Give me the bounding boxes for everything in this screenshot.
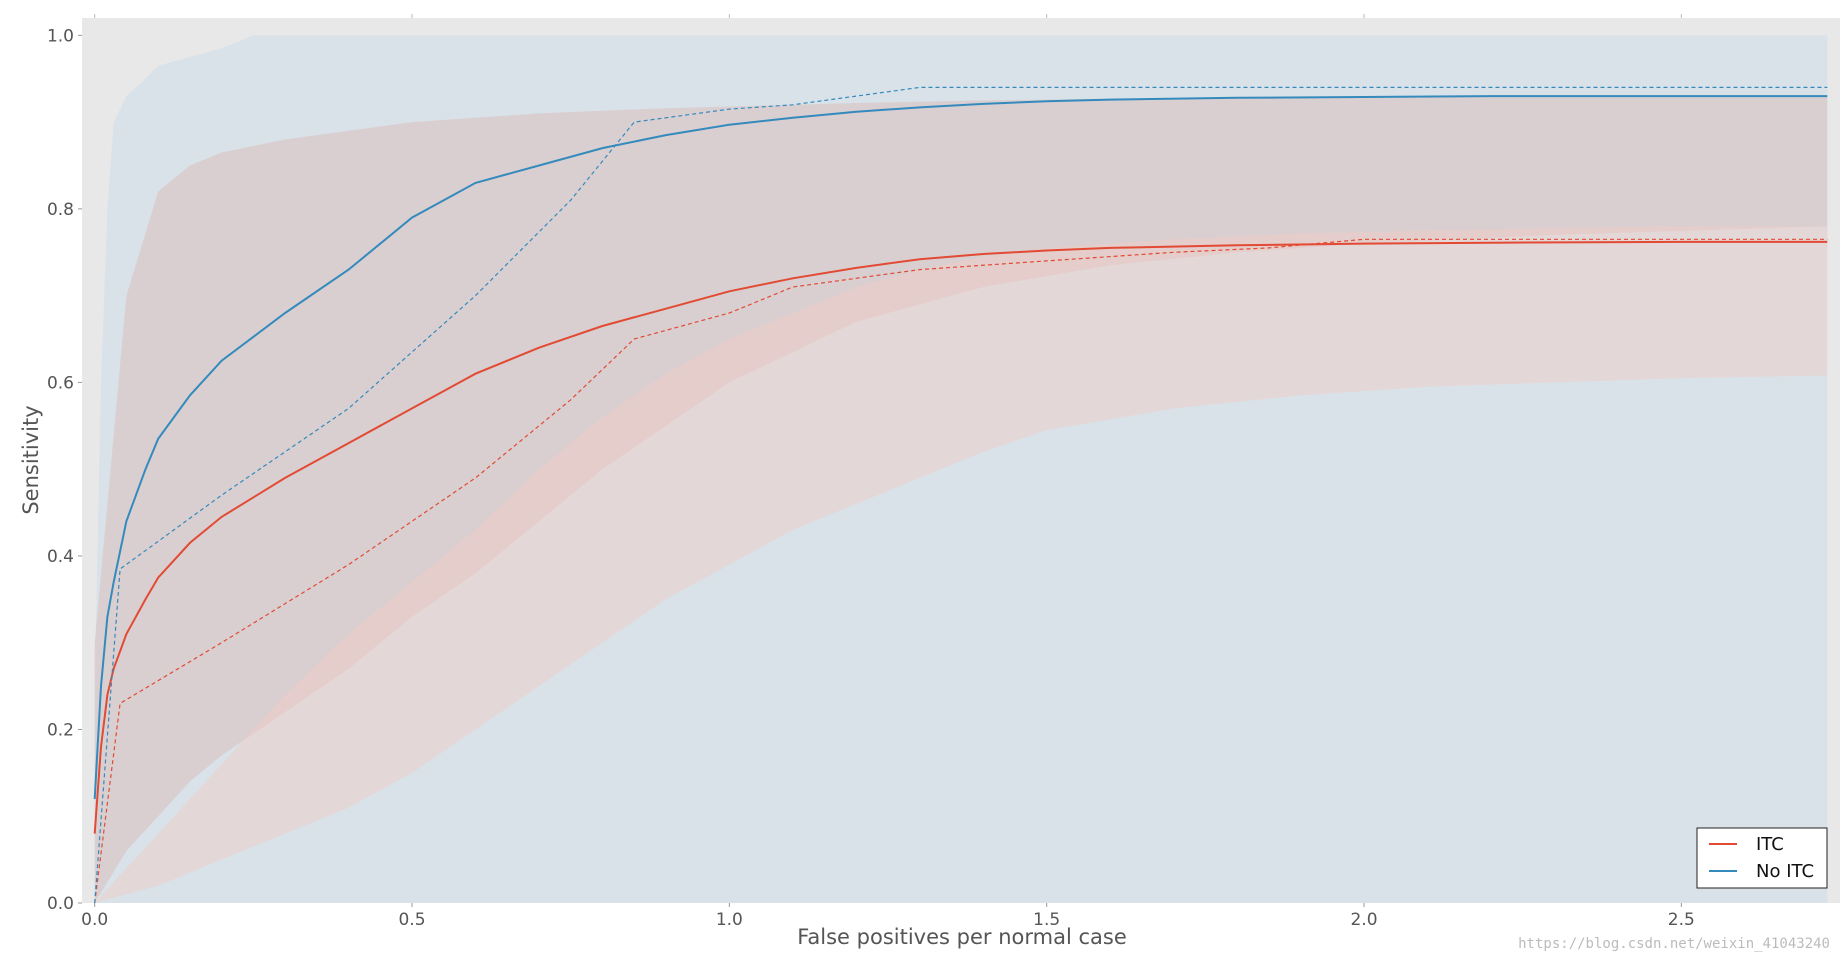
y-tick-label: 0.2 — [47, 720, 74, 740]
no-itc-mean-line — [93, 95, 1828, 799]
x-tick-label: 2.0 — [1350, 910, 1377, 930]
itc-band — [94, 226, 1828, 903]
y-tick-label: 0.6 — [47, 373, 74, 393]
itc-mean-line — [93, 240, 1828, 834]
y-tick-label: 0.0 — [47, 894, 74, 914]
x-tick-label: 0.5 — [398, 910, 425, 930]
series-lines — [93, 86, 1828, 904]
y-axis-title: Sensitivity — [19, 405, 43, 514]
y-tick-label: 0.4 — [47, 547, 74, 567]
x-tick-label: 2.5 — [1668, 910, 1695, 930]
legend-label-no-itc: No ITC — [1756, 861, 1814, 882]
x-axis-ticks: 0.0 0.5 1.0 1.5 2.0 2.5 — [81, 14, 1695, 930]
itc-dashed-line — [94, 238, 1828, 904]
x-tick-label: 1.5 — [1033, 910, 1060, 930]
x-axis-title: False positives per normal case — [797, 925, 1126, 949]
legend-box — [1696, 827, 1828, 889]
confidence-bands — [94, 35, 1828, 904]
legend-label-itc: ITC — [1756, 834, 1784, 855]
no-itc-dashed-line — [94, 86, 1828, 904]
y-axis-ticks: 0.0 0.2 0.4 0.6 0.8 1.0 — [47, 26, 82, 914]
legend: ITC No ITC — [1696, 827, 1828, 889]
y-tick-label: 0.8 — [47, 200, 74, 220]
x-tick-label: 0.0 — [81, 910, 108, 930]
y-tick-label: 1.0 — [47, 26, 74, 46]
watermark-text: https://blog.csdn.net/weixin_41043240 — [1518, 936, 1830, 952]
no-itc-band — [94, 96, 1828, 904]
x-tick-label: 1.0 — [716, 910, 743, 930]
